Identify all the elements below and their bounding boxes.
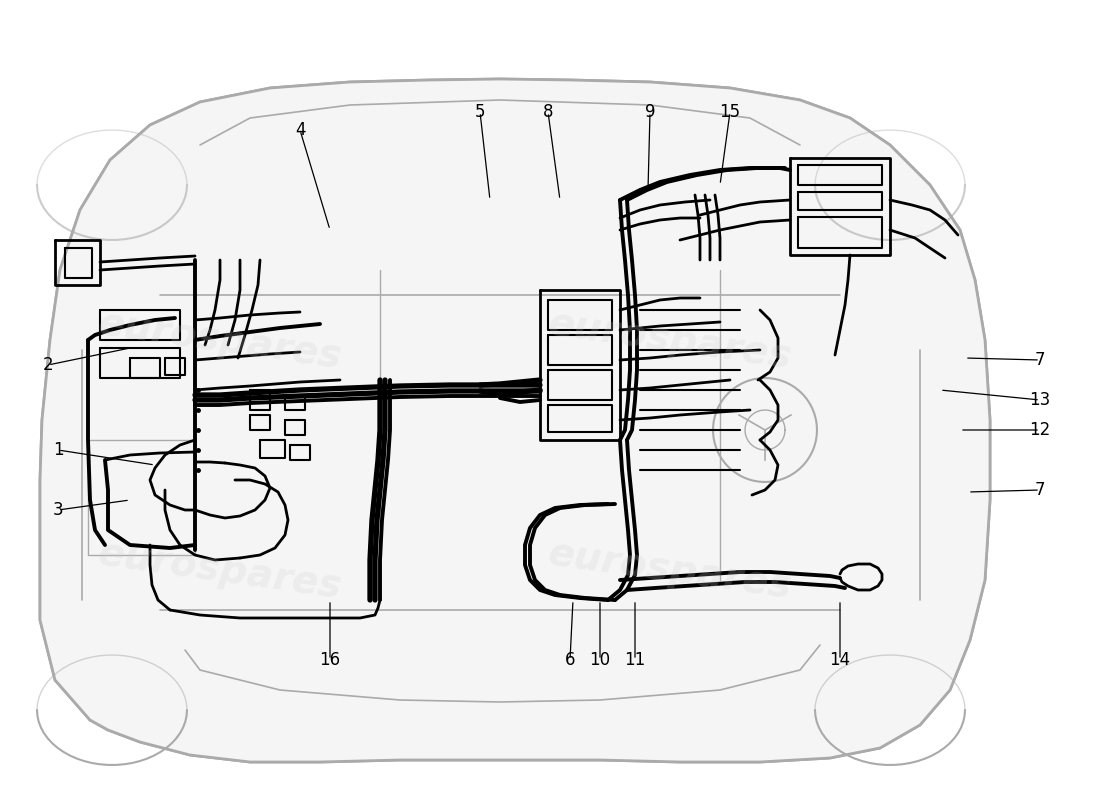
Text: 7: 7: [1035, 481, 1045, 499]
Text: 13: 13: [1030, 391, 1050, 409]
Text: 8: 8: [542, 103, 553, 121]
Text: 9: 9: [645, 103, 656, 121]
Text: 1: 1: [53, 441, 64, 459]
Text: 14: 14: [829, 651, 850, 669]
Polygon shape: [40, 79, 990, 762]
Text: 5: 5: [475, 103, 485, 121]
Text: 6: 6: [564, 651, 575, 669]
Text: 10: 10: [590, 651, 610, 669]
Text: 7: 7: [1035, 351, 1045, 369]
Text: eurospares: eurospares: [96, 534, 344, 606]
Text: 16: 16: [319, 651, 341, 669]
Text: eurospares: eurospares: [546, 304, 794, 376]
Text: 4: 4: [295, 121, 306, 139]
Text: 15: 15: [719, 103, 740, 121]
Text: 3: 3: [53, 501, 64, 519]
Text: eurospares: eurospares: [96, 304, 344, 376]
Text: 12: 12: [1030, 421, 1050, 439]
Text: 2: 2: [43, 356, 53, 374]
Text: 11: 11: [625, 651, 646, 669]
Text: eurospares: eurospares: [546, 534, 794, 606]
